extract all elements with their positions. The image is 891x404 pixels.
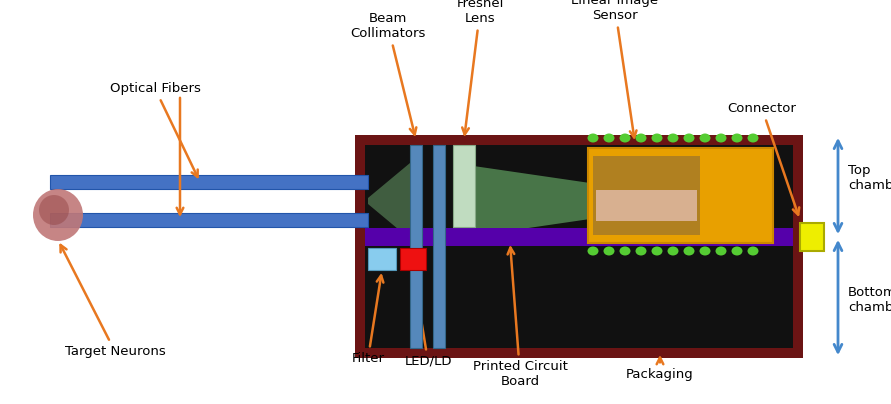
Bar (410, 145, 422, 348)
Ellipse shape (635, 133, 647, 143)
Ellipse shape (603, 133, 615, 143)
Text: Beam
Collimators: Beam Collimators (350, 12, 426, 135)
Ellipse shape (683, 246, 694, 255)
Bar (50, 175, 368, 189)
Bar (400, 248, 426, 270)
Text: Filter: Filter (352, 276, 385, 365)
Text: Target Neurons: Target Neurons (61, 245, 166, 358)
Ellipse shape (748, 133, 758, 143)
Ellipse shape (587, 246, 599, 255)
Bar (365, 228, 793, 246)
Ellipse shape (603, 246, 615, 255)
Ellipse shape (651, 133, 663, 143)
Text: Printed Circuit
Board: Printed Circuit Board (472, 248, 568, 388)
Text: LED/LD: LED/LD (405, 276, 452, 368)
Bar (596, 190, 697, 221)
Bar (50, 213, 368, 227)
Text: Top
chamber: Top chamber (848, 164, 891, 192)
Ellipse shape (748, 246, 758, 255)
Ellipse shape (699, 133, 710, 143)
Polygon shape (368, 163, 410, 239)
Ellipse shape (39, 195, 69, 225)
Bar (800, 223, 824, 251)
Bar (593, 156, 700, 235)
Text: Bottom
chamber: Bottom chamber (848, 286, 891, 314)
Ellipse shape (715, 246, 726, 255)
Bar (368, 248, 396, 270)
Bar (453, 145, 475, 227)
Ellipse shape (619, 246, 631, 255)
Ellipse shape (635, 246, 647, 255)
Text: Optical Fibers: Optical Fibers (110, 82, 200, 177)
Text: Connector: Connector (728, 102, 799, 215)
Ellipse shape (699, 246, 710, 255)
Ellipse shape (732, 133, 742, 143)
Ellipse shape (33, 189, 83, 241)
Bar (588, 148, 773, 243)
Ellipse shape (732, 246, 742, 255)
Ellipse shape (715, 133, 726, 143)
Bar (355, 135, 803, 358)
Ellipse shape (619, 133, 631, 143)
Text: Fresnel
Lens: Fresnel Lens (456, 0, 503, 135)
Bar (433, 145, 445, 348)
Ellipse shape (683, 133, 694, 143)
Ellipse shape (667, 133, 679, 143)
Ellipse shape (587, 133, 599, 143)
Ellipse shape (667, 246, 679, 255)
Ellipse shape (651, 246, 663, 255)
Bar (365, 145, 793, 348)
Text: Packaging: Packaging (626, 358, 694, 381)
Polygon shape (453, 163, 590, 239)
Text: Linear Image
Sensor: Linear Image Sensor (571, 0, 658, 137)
